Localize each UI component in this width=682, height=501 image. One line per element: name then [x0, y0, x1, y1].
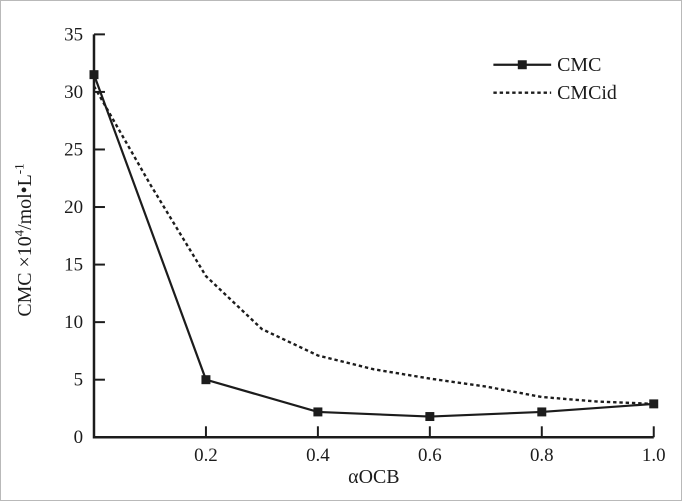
y-tick-label: 30	[64, 82, 83, 103]
x-tick-label: 0.4	[306, 445, 330, 466]
y-tick-label: 15	[64, 255, 83, 276]
axis-frame	[92, 34, 654, 439]
series-cmc-marker	[649, 399, 659, 409]
x-tick-label: 0.8	[530, 445, 554, 466]
y-tick-label: 10	[64, 312, 83, 333]
y-tick-label: 25	[64, 139, 83, 160]
series-cmc-marker	[537, 407, 547, 417]
legend-cmc-label: CMC	[557, 54, 601, 76]
series-cmcid-line	[92, 85, 654, 406]
series-cmc-marker	[201, 375, 211, 385]
y-tick-label: 0	[74, 427, 83, 448]
x-tick-label: 0.6	[418, 445, 442, 466]
series-cmc-marker	[89, 70, 99, 80]
legend: CMC CMCid	[493, 54, 617, 104]
y-tick-label: 5	[74, 370, 83, 391]
series-cmc-marker	[313, 407, 323, 417]
x-tick-label: 1.0	[642, 445, 666, 466]
x-tick-label: 0.2	[194, 445, 218, 466]
legend-cmcid-label: CMCid	[557, 82, 617, 104]
x-axis-title: αOCB	[348, 466, 399, 488]
series-cmc-line	[92, 74, 654, 418]
series-cmc-marker	[425, 412, 435, 422]
y-tick-label: 20	[64, 197, 83, 218]
y-axis-title: CMC ×104/mol•L-1	[11, 163, 36, 316]
legend-cmc-marker	[517, 60, 527, 70]
y-tick-label: 35	[64, 24, 83, 45]
